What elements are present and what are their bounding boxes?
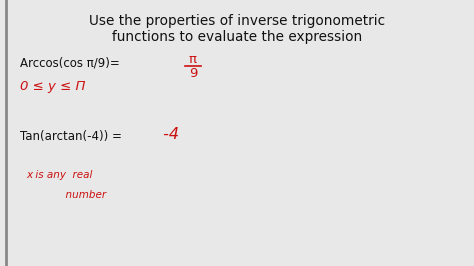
Text: -4: -4 [158, 127, 179, 142]
Text: Use the properties of inverse trigonometric: Use the properties of inverse trigonomet… [89, 14, 385, 28]
Text: 0 ≤ y ≤ Π: 0 ≤ y ≤ Π [20, 80, 85, 93]
Text: 9: 9 [189, 67, 197, 80]
Text: Tan(arctan(-4)) =: Tan(arctan(-4)) = [20, 130, 122, 143]
Text: π: π [189, 53, 197, 66]
Text: x is any  real: x is any real [26, 170, 92, 180]
Text: functions to evaluate the expression: functions to evaluate the expression [112, 30, 362, 44]
Text: Arccos(cos π/9)=: Arccos(cos π/9)= [20, 56, 120, 69]
Text: number: number [46, 190, 106, 200]
